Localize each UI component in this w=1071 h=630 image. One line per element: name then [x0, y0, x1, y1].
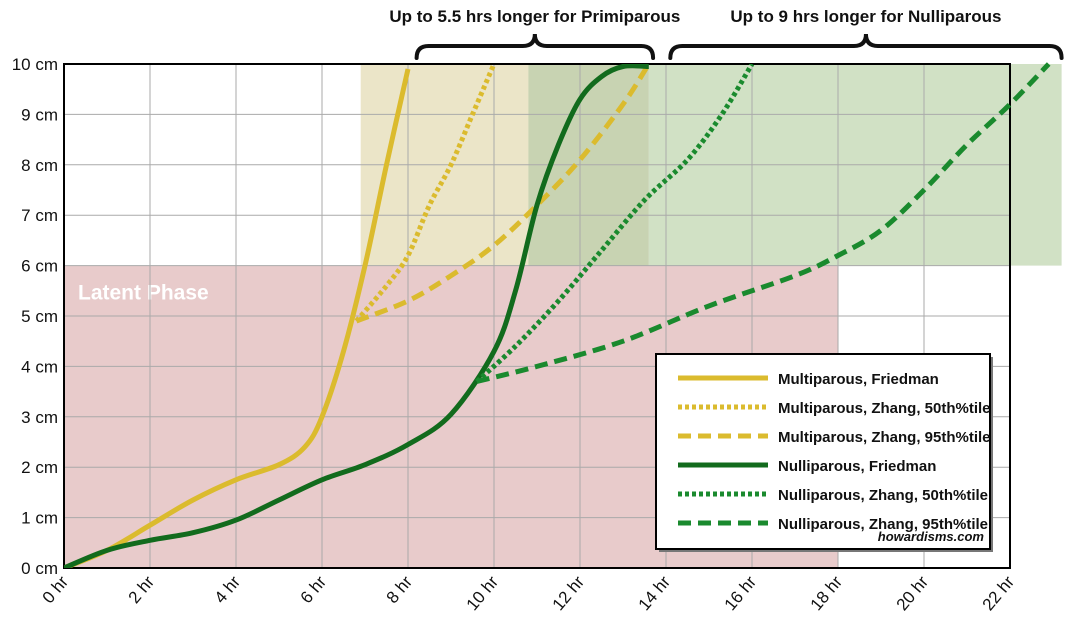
- x-tick-label: 12 hr: [549, 572, 589, 614]
- x-tick-labels: 0 hr 2 hr 4 hr 6 hr 8 hr 10 hr 12 hr 14 hr 16 hr…: [39, 572, 1019, 614]
- series-line-5: [476, 62, 1051, 384]
- series-overflow: [476, 62, 1051, 384]
- annotation-brace-0: [414, 33, 656, 60]
- legend-entry-1: Multiparous, Zhang, 50th%tile: [778, 400, 991, 417]
- series-lines: [64, 64, 755, 568]
- legend-box: [655, 353, 991, 550]
- y-tick-label: 0 cm: [21, 559, 58, 578]
- annotations: Up to 5.5 hrs longer for Primiparous Up t…: [389, 7, 1064, 60]
- series-line-3: [64, 64, 649, 568]
- x-tick-label: 20 hr: [893, 572, 933, 614]
- x-tick-label: 18 hr: [807, 572, 847, 614]
- annotation-brace-1: [668, 33, 1064, 60]
- plot-border: [63, 63, 1011, 569]
- x-tick-label: 6 hr: [297, 572, 331, 607]
- y-tick-label: 1 cm: [21, 509, 58, 528]
- x-tick-label: 8 hr: [383, 572, 417, 607]
- y-tick-label: 3 cm: [21, 408, 58, 427]
- y-tick-label: 6 cm: [21, 257, 58, 276]
- series-line-2: [355, 64, 651, 324]
- x-tick-label: 22 hr: [979, 572, 1019, 614]
- x-tick-label: 2 hr: [125, 572, 159, 607]
- legend-entry-5: Nulliparous, Zhang, 95th%tile: [778, 516, 988, 533]
- series-line-1: [354, 64, 497, 323]
- y-tick-labels: 0 cm 1 cm 2 cm 3 cm 4 cm 5 cm 6 cm 7 cm 8 cm 9 cm…: [12, 55, 58, 578]
- x-tick-label: 16 hr: [721, 572, 761, 614]
- annotation-label-1: Up to 9 hrs longer for Nulliparous: [730, 7, 1001, 26]
- legend-entry-4: Nulliparous, Zhang, 50th%tile: [778, 487, 988, 504]
- annotation-label-0: Up to 5.5 hrs longer for Primiparous: [389, 7, 680, 26]
- legend-entry-0: Multiparous, Friedman: [778, 371, 939, 388]
- legend: Multiparous, Friedman Multiparous, Zhang,…: [655, 353, 993, 552]
- y-tick-label: 9 cm: [21, 105, 58, 124]
- legend-entry-2: Multiparous, Zhang, 95th%tile: [778, 429, 991, 446]
- legend-credit: howardisms.com: [878, 529, 985, 544]
- x-tick-label: 10 hr: [463, 572, 503, 614]
- x-tick-label: 4 hr: [211, 572, 245, 607]
- y-tick-label: 7 cm: [21, 206, 58, 225]
- legend-entry-3: Nulliparous, Friedman: [778, 458, 936, 475]
- series-line-0: [64, 68, 411, 568]
- series-line-4: [475, 64, 755, 384]
- y-tick-label: 5 cm: [21, 307, 58, 326]
- y-tick-label: 2 cm: [21, 458, 58, 477]
- y-tick-label: 8 cm: [21, 156, 58, 175]
- region-label: Latent Phase: [78, 282, 209, 305]
- x-tick-label: 14 hr: [635, 572, 675, 614]
- y-tick-label: 10 cm: [12, 55, 58, 74]
- y-tick-label: 4 cm: [21, 357, 58, 376]
